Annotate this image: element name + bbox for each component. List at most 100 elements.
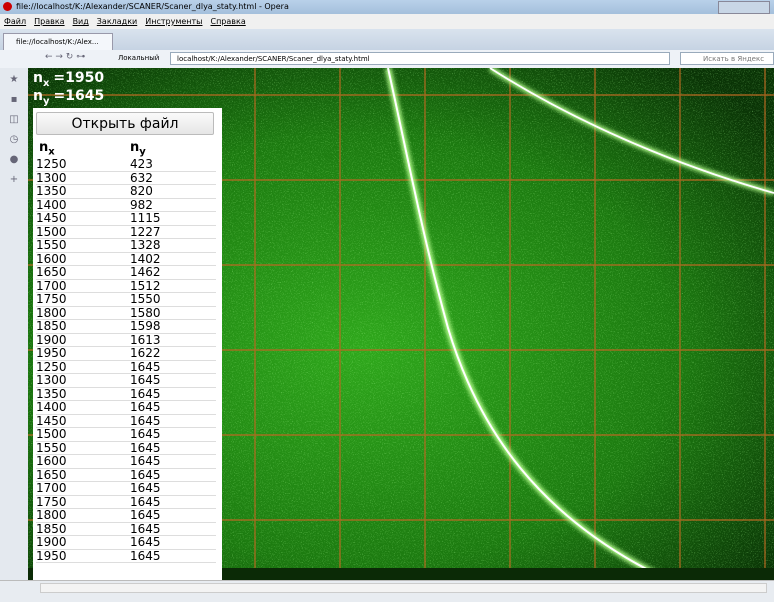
status-bar (0, 580, 774, 602)
menu-item[interactable]: Закладки (96, 17, 138, 26)
table-cell: 1950 (36, 548, 67, 563)
table-cell: 1700 (36, 278, 67, 293)
symbol: n (33, 70, 43, 86)
table-cell: 1645 (130, 494, 161, 509)
subscript: y (139, 146, 146, 158)
table-cell: 1750 (36, 292, 67, 306)
menu-bar: Файл Правка Вид Закладки Инструменты Справка (0, 14, 774, 29)
table-cell: 1700 (36, 481, 67, 495)
table-cell: 1400 (36, 400, 67, 414)
table-row: 1700 1645 (36, 481, 216, 496)
column-header: ny (130, 140, 146, 158)
table-cell: 1402 (130, 251, 161, 266)
table-cell: 982 (130, 197, 153, 212)
table-cell: 1550 (130, 292, 161, 306)
table-row: 1350 820 (36, 184, 216, 199)
menu-item[interactable]: Файл (4, 17, 27, 26)
table-cell: 1645 (130, 548, 161, 563)
security-badge[interactable]: Локальный (118, 54, 160, 62)
table-cell: 1645 (130, 359, 161, 374)
table-row: 1350 1645 (36, 387, 216, 401)
opera-icon (3, 2, 12, 11)
url-field[interactable]: localhost/K:/Alexander/SCANER/Scaner_dly… (170, 52, 670, 65)
table-cell: 1550 (36, 238, 67, 252)
table-cell: 1900 (36, 535, 67, 549)
table-cell: 1800 (36, 305, 67, 320)
table-cell: 1645 (130, 427, 161, 441)
horizontal-scrollbar[interactable] (40, 583, 767, 593)
subscript: y (42, 95, 50, 107)
table-cell: 1450 (36, 211, 67, 225)
table-row: 1500 1227 (36, 224, 216, 239)
table-row: 1950 1645 (36, 548, 216, 563)
menu-item[interactable]: Правка (34, 17, 65, 26)
table-row: 1600 1402 (36, 251, 216, 266)
table-cell: 1500 (36, 224, 67, 239)
table-cell: 423 (130, 157, 153, 171)
address-bar: ← → ↻ ⊶ Локальный localhost/K:/Alexander… (0, 50, 774, 69)
table-cell: 1512 (130, 278, 161, 293)
table-row: 1300 1645 (36, 373, 216, 388)
table-cell: 1650 (36, 265, 67, 279)
table-cell: 1645 (130, 481, 161, 495)
ny-readout: ny =1645 (33, 88, 104, 107)
readout-value: =1950 (53, 70, 105, 86)
table-cell: 1300 (36, 170, 67, 185)
table-cell: 1850 (36, 319, 67, 333)
table-row: 1850 1598 (36, 319, 216, 334)
table-cell: 1462 (130, 265, 161, 279)
table-row: 1650 1645 (36, 467, 216, 482)
readout-value: =1645 (53, 88, 105, 104)
symbol: n (39, 140, 49, 155)
table-row: 1500 1645 (36, 427, 216, 442)
table-row: 1900 1613 (36, 332, 216, 347)
table-cell: 1645 (130, 413, 161, 428)
table-cell: 1645 (130, 373, 161, 387)
table-cell: 1500 (36, 427, 67, 441)
sidebar-icons[interactable]: ★ ▪ ◫ ◷ ● + (9, 74, 19, 185)
table-row: 1850 1645 (36, 521, 216, 536)
table-cell: 1645 (130, 508, 161, 522)
table-row: 1750 1550 (36, 292, 216, 307)
table-row: 1400 1645 (36, 400, 216, 415)
table-row: 1950 1622 (36, 346, 216, 361)
table-cell: 1613 (130, 332, 161, 347)
table-cell: 1250 (36, 359, 67, 374)
table-cell: 1900 (36, 332, 67, 347)
table-cell: 1750 (36, 494, 67, 509)
table-cell: 1350 (36, 184, 67, 198)
tab-bar: file://localhost/K:/Alex... (0, 29, 774, 50)
table-row: 1300 632 (36, 170, 216, 185)
table-row: 1700 1512 (36, 278, 216, 293)
table-cell: 1850 (36, 521, 67, 536)
table-row: 1250 1645 (36, 359, 216, 374)
menu-item[interactable]: Инструменты (145, 17, 203, 26)
window-controls[interactable] (718, 1, 770, 14)
tab[interactable]: file://localhost/K:/Alex... (3, 33, 113, 50)
menu-item[interactable]: Вид (72, 17, 89, 26)
table-cell: 1300 (36, 373, 67, 387)
table-cell: 1450 (36, 413, 67, 428)
table-cell: 1645 (130, 535, 161, 549)
nx-readout: nx =1950 (33, 70, 104, 89)
table-cell: 1645 (130, 521, 161, 536)
nav-buttons[interactable]: ← → ↻ ⊶ (45, 52, 86, 62)
table-cell: 1115 (130, 211, 161, 225)
table-row: 1450 1645 (36, 413, 216, 428)
table-cell: 1550 (36, 440, 67, 455)
table-cell: 632 (130, 170, 153, 185)
window-title: file://localhost/K:/Alexander/SCANER/Sca… (16, 2, 289, 11)
table-cell: 1800 (36, 508, 67, 522)
symbol: n (130, 140, 140, 155)
table-cell: 1645 (130, 454, 161, 468)
subscript: x (42, 77, 50, 89)
table-row: 1800 1580 (36, 305, 216, 320)
open-file-button[interactable]: Открыть файл (36, 112, 214, 135)
table-cell: 1645 (130, 467, 161, 482)
table-row: 1600 1645 (36, 454, 216, 469)
menu-item[interactable]: Справка (210, 17, 246, 26)
search-field[interactable]: Искать в Яндекс (680, 52, 774, 65)
table-row: 1450 1115 (36, 211, 216, 226)
